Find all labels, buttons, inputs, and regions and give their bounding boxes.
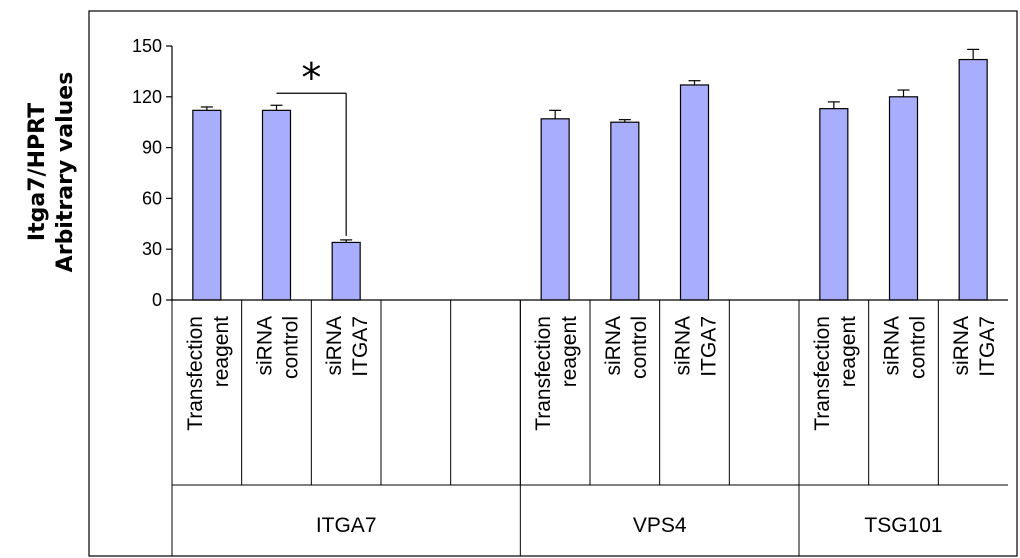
bar: [331, 241, 361, 301]
bar: [261, 109, 292, 301]
category-label: siRNA: [323, 316, 346, 376]
category-label: ITGA7: [976, 316, 999, 377]
bar: [192, 109, 222, 301]
y-axis: 0 30 60 90 120 150: [132, 36, 173, 310]
y-axis-label-line1: Itga7/HPRT: [25, 103, 50, 241]
y-axis-label-line2: Arbitrary values: [53, 72, 78, 273]
bar: [610, 121, 640, 301]
y-tick-label: 150: [132, 36, 162, 56]
y-tick-label: 90: [142, 138, 162, 158]
category-label: siRNA: [950, 316, 973, 376]
group-label: VPS4: [633, 514, 687, 537]
group-label: TSG101: [864, 514, 942, 537]
bar: [679, 84, 710, 301]
bar: [540, 118, 570, 301]
category-label: siRNA: [254, 316, 277, 376]
bar: [888, 96, 919, 301]
y-tick-label: 120: [132, 87, 162, 107]
bar: [819, 108, 849, 301]
category-label: reagent: [558, 316, 581, 387]
category-label: Transfection: [184, 316, 207, 431]
category-label: Transfection: [811, 316, 834, 431]
category-label: reagent: [837, 316, 860, 387]
category-label: control: [280, 316, 303, 379]
category-label: control: [907, 316, 930, 379]
significance-bracket: *: [276, 55, 347, 236]
category-label: reagent: [210, 316, 233, 387]
significance-star: *: [301, 55, 321, 101]
category-label: siRNA: [672, 316, 695, 376]
category-label: control: [628, 316, 651, 379]
category-label: Transfection: [532, 316, 555, 431]
category-label: siRNA: [881, 316, 904, 376]
y-tick-label: 0: [152, 290, 162, 310]
category-label: siRNA: [602, 316, 625, 376]
chart-border: [88, 10, 1018, 557]
y-tick-label: 30: [142, 239, 162, 259]
category-label: ITGA7: [698, 316, 721, 377]
category-label: ITGA7: [349, 316, 372, 377]
y-tick-label: 60: [142, 188, 162, 208]
group-label: ITGA7: [316, 514, 377, 537]
bar: [958, 58, 988, 301]
